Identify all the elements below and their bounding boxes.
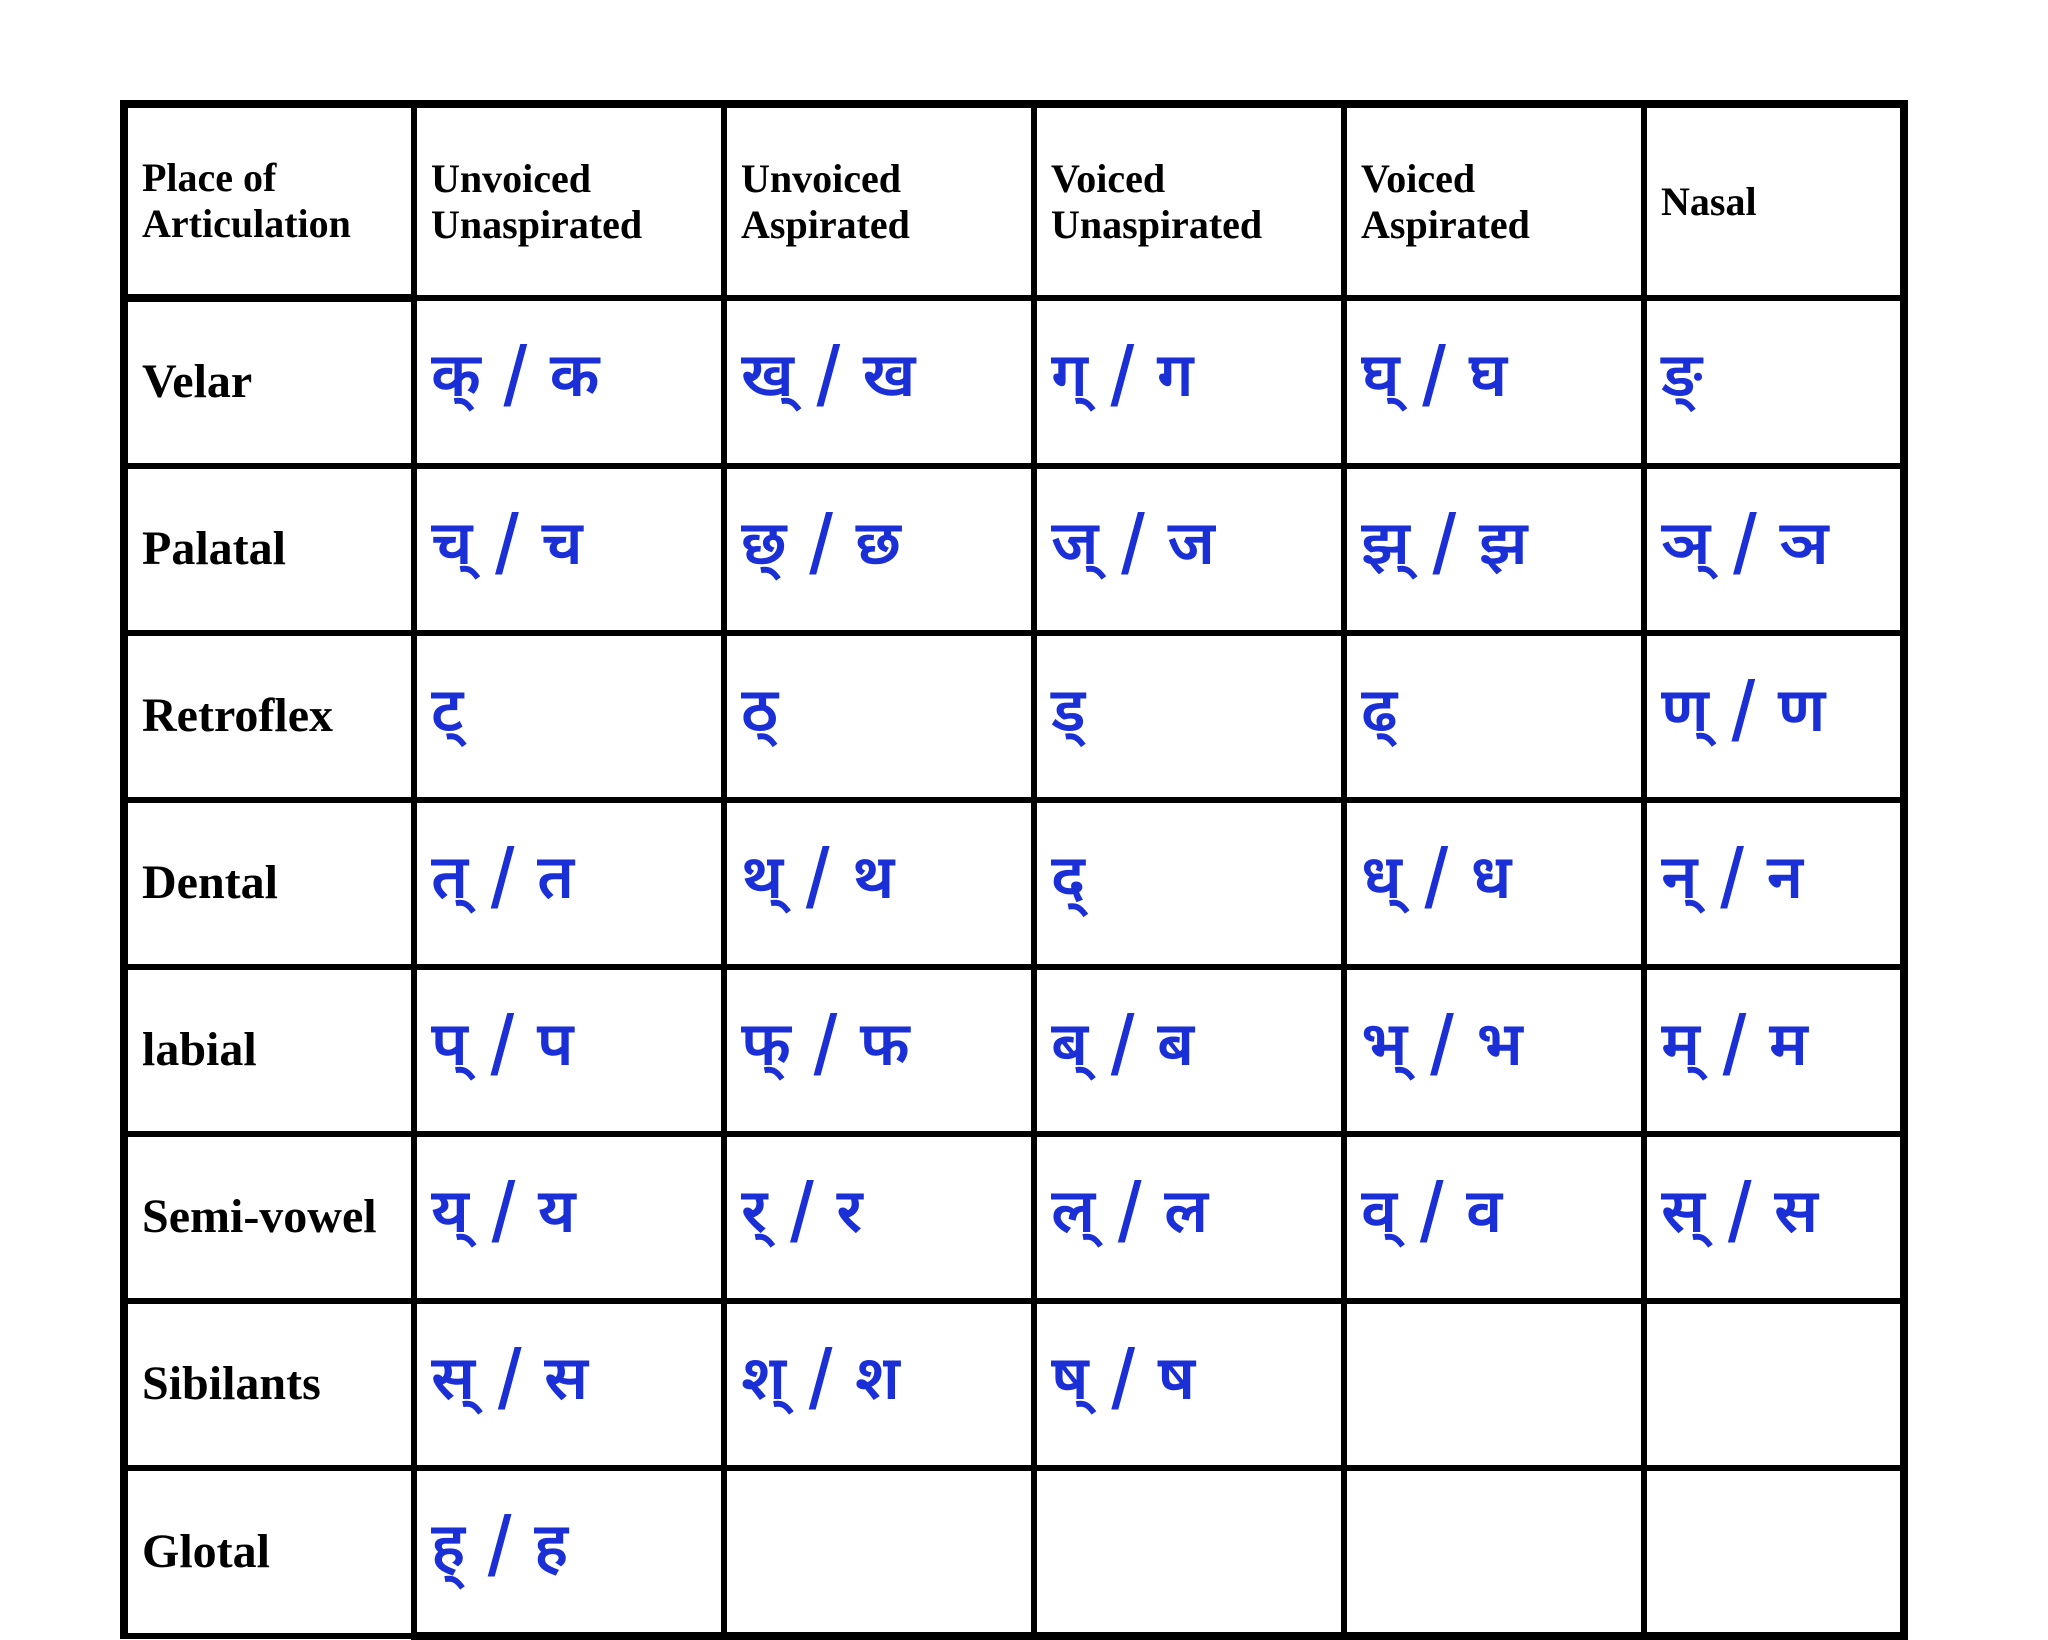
row-label-dental: Dental bbox=[124, 800, 414, 967]
table-row: Glotal ह् / ह bbox=[124, 1468, 1904, 1636]
row-label-labial: labial bbox=[124, 967, 414, 1134]
row-label-velar: Velar bbox=[124, 298, 414, 466]
cell: स् / स bbox=[1644, 1134, 1904, 1301]
cell: क् / क bbox=[414, 298, 724, 466]
cell: प् / प bbox=[414, 967, 724, 1134]
cell: ङ् bbox=[1644, 298, 1904, 466]
header-nasal: Nasal bbox=[1644, 104, 1904, 298]
row-label-palatal: Palatal bbox=[124, 466, 414, 633]
table-row: Retroflex ट् ठ् ड् ढ् ण् / ण bbox=[124, 633, 1904, 800]
cell bbox=[1034, 1468, 1344, 1636]
row-label-semivowel: Semi-vowel bbox=[124, 1134, 414, 1301]
row-label-glottal: Glotal bbox=[124, 1468, 414, 1636]
cell: ग् / ग bbox=[1034, 298, 1344, 466]
cell: ब् / ब bbox=[1034, 967, 1344, 1134]
cell: ढ् bbox=[1344, 633, 1644, 800]
cell: छ् / छ bbox=[724, 466, 1034, 633]
consonant-chart: Place of Articulation Unvoiced Unaspirat… bbox=[120, 100, 1900, 1640]
chart-table: Place of Articulation Unvoiced Unaspirat… bbox=[120, 100, 1908, 1640]
table-row: Dental त् / त थ् / थ द् ध् / ध न् / न bbox=[124, 800, 1904, 967]
table-row: labial प् / प फ् / फ ब् / ब भ् / भ म् / … bbox=[124, 967, 1904, 1134]
table-row: Palatal च् / च छ् / छ ज् / ज झ् / झ ञ् /… bbox=[124, 466, 1904, 633]
row-label-sibilants: Sibilants bbox=[124, 1301, 414, 1468]
cell bbox=[1644, 1301, 1904, 1468]
cell: घ् / घ bbox=[1344, 298, 1644, 466]
cell: ह् / ह bbox=[414, 1468, 724, 1636]
cell: ठ् bbox=[724, 633, 1034, 800]
table-row: Velar क् / क ख् / ख ग् / ग घ् / घ ङ् bbox=[124, 298, 1904, 466]
cell: झ् / झ bbox=[1344, 466, 1644, 633]
cell: ड् bbox=[1034, 633, 1344, 800]
header-unvoiced-unaspirated: Unvoiced Unaspirated bbox=[414, 104, 724, 298]
cell bbox=[1644, 1468, 1904, 1636]
row-label-retroflex: Retroflex bbox=[124, 633, 414, 800]
cell: च् / च bbox=[414, 466, 724, 633]
header-unvoiced-aspirated: Unvoiced Aspirated bbox=[724, 104, 1034, 298]
cell: थ् / थ bbox=[724, 800, 1034, 967]
cell: श् / श bbox=[724, 1301, 1034, 1468]
table-row: Semi-vowel य् / य र् / र ल् / ल व् / व स… bbox=[124, 1134, 1904, 1301]
header-voiced-aspirated: Voiced Aspirated bbox=[1344, 104, 1644, 298]
cell: व् / व bbox=[1344, 1134, 1644, 1301]
cell: द् bbox=[1034, 800, 1344, 967]
cell: ल् / ल bbox=[1034, 1134, 1344, 1301]
cell: य् / य bbox=[414, 1134, 724, 1301]
cell: म् / म bbox=[1644, 967, 1904, 1134]
cell: ख् / ख bbox=[724, 298, 1034, 466]
cell: फ् / फ bbox=[724, 967, 1034, 1134]
cell: र् / र bbox=[724, 1134, 1034, 1301]
cell: ण् / ण bbox=[1644, 633, 1904, 800]
header-voiced-unaspirated: Voiced Unaspirated bbox=[1034, 104, 1344, 298]
table-row: Sibilants स् / स श् / श ष् / ष bbox=[124, 1301, 1904, 1468]
cell bbox=[1344, 1468, 1644, 1636]
cell: ज् / ज bbox=[1034, 466, 1344, 633]
cell bbox=[724, 1468, 1034, 1636]
cell: ध् / ध bbox=[1344, 800, 1644, 967]
header-place-of-articulation: Place of Articulation bbox=[124, 104, 414, 298]
cell bbox=[1344, 1301, 1644, 1468]
cell: स् / स bbox=[414, 1301, 724, 1468]
cell: भ् / भ bbox=[1344, 967, 1644, 1134]
cell: त् / त bbox=[414, 800, 724, 967]
cell: ञ् / ञ bbox=[1644, 466, 1904, 633]
cell: न् / न bbox=[1644, 800, 1904, 967]
cell: ष् / ष bbox=[1034, 1301, 1344, 1468]
cell: ट् bbox=[414, 633, 724, 800]
header-row: Place of Articulation Unvoiced Unaspirat… bbox=[124, 104, 1904, 298]
